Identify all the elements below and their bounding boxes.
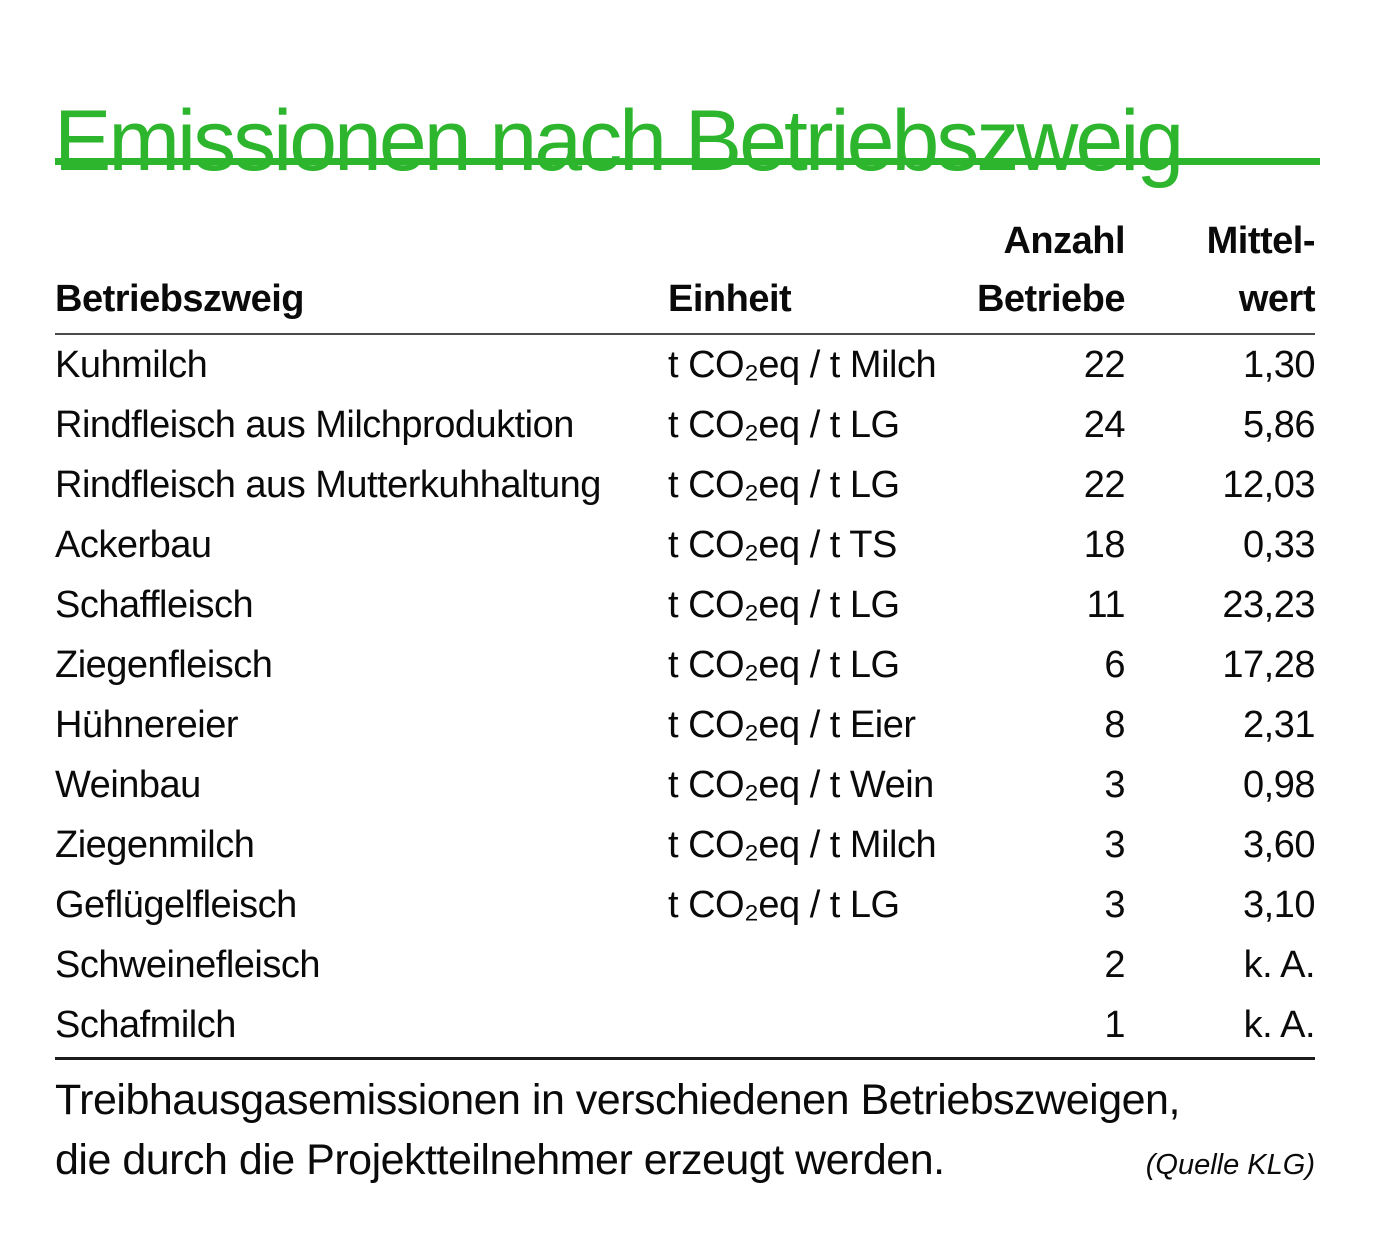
cell-betriebszweig: Rindfleisch aus Mutterkuhhaltung (55, 464, 601, 506)
emissions-table: Betriebszweig Einheit Anzahl Betriebe Mi… (55, 212, 1316, 1195)
cell-anzahl-betriebe: 11 (1086, 584, 1126, 626)
header-einheit-label: Einheit (668, 278, 792, 320)
cell-einheit (668, 995, 985, 1055)
cell-einheit: t CO₂eq / t LG (668, 584, 900, 626)
table-header: Betriebszweig Einheit Anzahl Betriebe Mi… (55, 212, 1316, 335)
cell-einheit: t CO₂eq / t Wein (668, 764, 934, 806)
table-body: Kuhmilch t CO₂eq / t Milch 22 1,30 Rindf… (55, 335, 1316, 1060)
cell-anzahl-betriebe: 22 (1083, 464, 1126, 506)
caption-line1: Treibhausgasemissionen in verschiedenen … (55, 1076, 1180, 1124)
table-row: Geflügelfleisch t CO₂eq / t LG 3 3,10 (55, 875, 1316, 935)
cell-mittelwert: 0,98 (1243, 764, 1315, 806)
cell-mittelwert: 12,03 (1222, 464, 1315, 506)
table-row: Weinbau t CO₂eq / t Wein 3 0,98 (55, 755, 1316, 815)
header-anzahl-line2: Betriebe (976, 278, 1126, 320)
cell-einheit: t CO₂eq / t TS (668, 524, 897, 566)
cell-einheit: t CO₂eq / t LG (668, 404, 900, 446)
caption-line2-row: die durch die Projektteilnehmer erzeugt … (55, 1130, 1315, 1195)
header-mittelwert: Mittel- wert (1125, 212, 1316, 328)
figure-caption: Treibhausgasemissionen in verschiedenen … (55, 1070, 1315, 1195)
table-row: Rindfleisch aus Mutterkuhhaltung t CO₂eq… (55, 455, 1316, 515)
cell-mittelwert: 5,86 (1243, 404, 1315, 446)
cell-einheit (668, 935, 985, 995)
cell-betriebszweig: Geflügelfleisch (55, 884, 297, 926)
cell-einheit: t CO₂eq / t Eier (668, 704, 916, 746)
cell-betriebszweig: Schweinefleisch (55, 944, 320, 986)
cell-betriebszweig: Hühnereier (55, 704, 239, 746)
cell-einheit: t CO₂eq / t LG (668, 464, 900, 506)
cell-anzahl-betriebe: 22 (1083, 344, 1126, 386)
cell-betriebszweig: Ackerbau (55, 524, 212, 566)
table-row: Schaffleisch t CO₂eq / t LG 11 23,23 (55, 575, 1316, 635)
table-row: Ackerbau t CO₂eq / t TS 18 0,33 (55, 515, 1316, 575)
table-row: Rindfleisch aus Milchproduktion t CO₂eq … (55, 395, 1316, 455)
cell-anzahl-betriebe: 3 (1104, 824, 1125, 866)
cell-mittelwert: 3,60 (1243, 824, 1315, 866)
table-row: Ziegenmilch t CO₂eq / t Milch 3 3,60 (55, 815, 1316, 875)
cell-betriebszweig: Kuhmilch (55, 344, 208, 386)
header-mittelwert-line2: wert (1238, 278, 1316, 320)
cell-mittelwert: 0,33 (1243, 524, 1315, 566)
title-underline-rule (55, 158, 1320, 165)
cell-einheit: t CO₂eq / t Milch (668, 824, 937, 866)
cell-mittelwert: 1,30 (1243, 344, 1315, 386)
cell-mittelwert: 2,31 (1243, 704, 1315, 746)
page-title: Emissionen nach Betriebszweig (54, 92, 1184, 189)
cell-anzahl-betriebe: 18 (1083, 524, 1126, 566)
caption-line2-text: die durch die Projektteilnehmer erzeugt … (55, 1136, 945, 1184)
header-einheit: Einheit (668, 212, 985, 328)
cell-mittelwert: 17,28 (1222, 644, 1315, 686)
cell-anzahl-betriebe: 1 (1104, 1004, 1125, 1046)
header-anzahl-line1: Anzahl (1003, 220, 1125, 262)
cell-anzahl-betriebe: 3 (1104, 764, 1125, 806)
cell-betriebszweig: Schafmilch (55, 1004, 236, 1046)
cell-betriebszweig: Schaffleisch (55, 584, 254, 626)
cell-betriebszweig: Weinbau (55, 764, 201, 806)
cell-anzahl-betriebe: 6 (1104, 644, 1125, 686)
cell-anzahl-betriebe: 8 (1104, 704, 1125, 746)
table-row: Ziegenfleisch t CO₂eq / t LG 6 17,28 (55, 635, 1316, 695)
cell-anzahl-betriebe: 2 (1104, 944, 1125, 986)
table-row: Schafmilch 1 k. A. (55, 995, 1316, 1055)
cell-betriebszweig: Rindfleisch aus Milchproduktion (55, 404, 574, 446)
cell-betriebszweig: Ziegenmilch (55, 824, 255, 866)
header-betriebszweig: Betriebszweig (55, 212, 668, 328)
table-row: Schweinefleisch 2 k. A. (55, 935, 1316, 995)
cell-anzahl-betriebe: 3 (1104, 884, 1125, 926)
header-mittelwert-line1: Mittel- (1206, 220, 1316, 262)
cell-einheit: t CO₂eq / t Milch (668, 344, 937, 386)
cell-einheit: t CO₂eq / t LG (668, 644, 900, 686)
header-anzahl-betriebe: Anzahl Betriebe (977, 212, 1126, 328)
cell-mittelwert: k. A. (1243, 944, 1316, 986)
cell-betriebszweig: Ziegenfleisch (55, 644, 273, 686)
header-betriebszweig-label: Betriebszweig (55, 278, 305, 320)
caption-source: (Quelle KLG) (1145, 1149, 1315, 1181)
cell-mittelwert: 3,10 (1243, 884, 1315, 926)
cell-einheit: t CO₂eq / t LG (668, 884, 900, 926)
table-row: Kuhmilch t CO₂eq / t Milch 22 1,30 (55, 335, 1316, 395)
cell-mittelwert: 23,23 (1222, 584, 1315, 626)
table-row: Hühnereier t CO₂eq / t Eier 8 2,31 (55, 695, 1316, 755)
cell-anzahl-betriebe: 24 (1083, 404, 1126, 446)
cell-mittelwert: k. A. (1243, 1004, 1316, 1046)
